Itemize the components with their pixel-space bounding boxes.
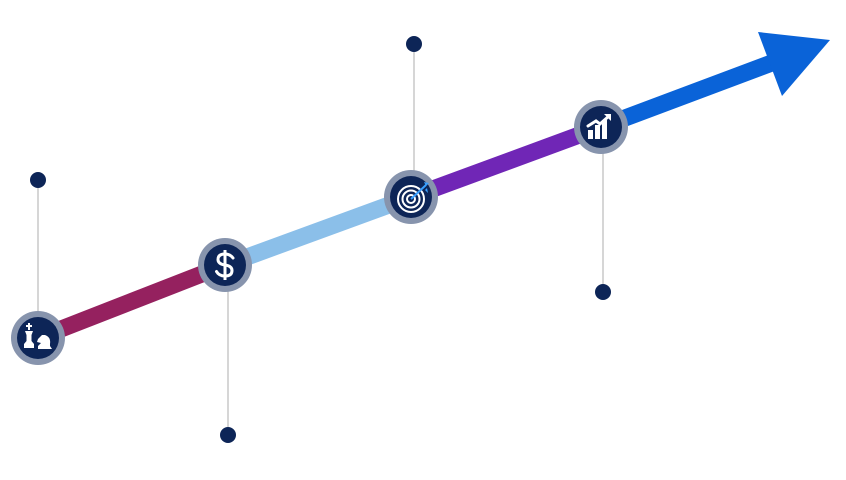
arrow-head <box>758 32 830 96</box>
dollar-icon <box>215 250 235 280</box>
segment-2 <box>222 189 414 273</box>
step-strategy-node <box>11 311 65 365</box>
step-growth-marker-dot <box>595 284 611 300</box>
step-finance-node <box>198 238 252 292</box>
step-target-marker-dot <box>406 36 422 52</box>
marker-dots <box>30 36 611 443</box>
target-icon <box>397 182 429 213</box>
segment-3 <box>408 119 604 205</box>
chess-pieces-icon <box>24 323 52 349</box>
step-target-node <box>384 170 438 224</box>
growth-chart-icon <box>586 114 611 139</box>
step-growth-node <box>574 100 628 154</box>
step-finance-marker-dot <box>220 427 236 443</box>
segment-1 <box>34 257 229 346</box>
connector-lines <box>37 44 604 435</box>
step-strategy-marker-dot <box>30 172 46 188</box>
arrow-segments <box>34 50 788 346</box>
segment-4 <box>598 50 788 135</box>
